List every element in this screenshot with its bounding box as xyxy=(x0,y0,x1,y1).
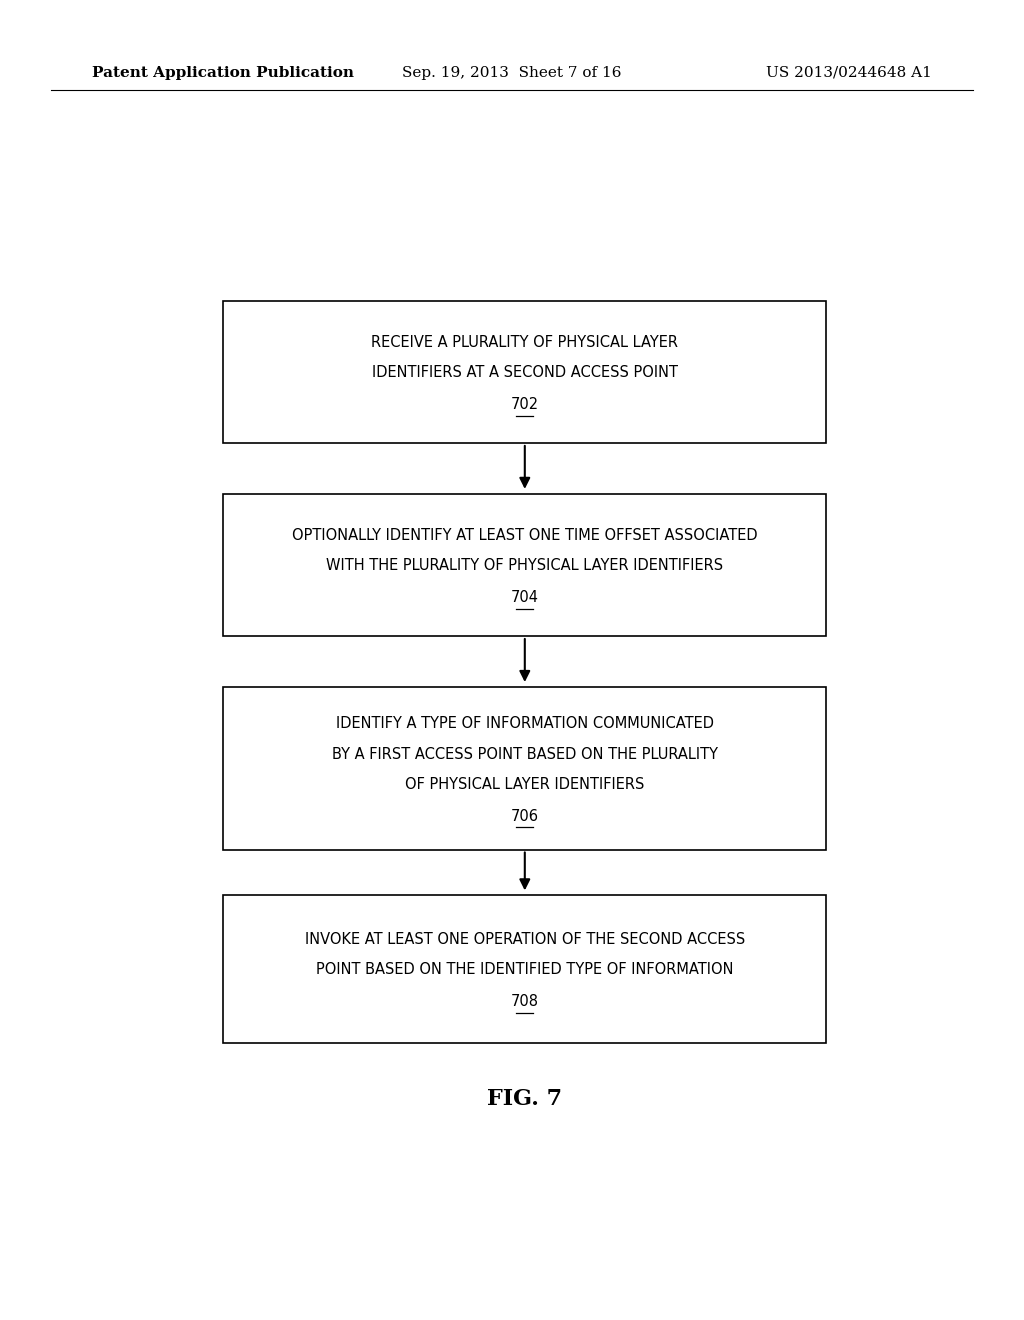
Bar xyxy=(223,494,826,636)
Text: OF PHYSICAL LAYER IDENTIFIERS: OF PHYSICAL LAYER IDENTIFIERS xyxy=(406,777,644,792)
Text: OPTIONALLY IDENTIFY AT LEAST ONE TIME OFFSET ASSOCIATED: OPTIONALLY IDENTIFY AT LEAST ONE TIME OF… xyxy=(292,528,758,543)
Text: Patent Application Publication: Patent Application Publication xyxy=(92,66,354,79)
Bar xyxy=(223,895,826,1043)
Text: 704: 704 xyxy=(511,590,539,606)
Bar xyxy=(223,301,826,444)
Text: IDENTIFIERS AT A SECOND ACCESS POINT: IDENTIFIERS AT A SECOND ACCESS POINT xyxy=(372,366,678,380)
Text: 706: 706 xyxy=(511,809,539,824)
Text: BY A FIRST ACCESS POINT BASED ON THE PLURALITY: BY A FIRST ACCESS POINT BASED ON THE PLU… xyxy=(332,747,718,762)
Text: INVOKE AT LEAST ONE OPERATION OF THE SECOND ACCESS: INVOKE AT LEAST ONE OPERATION OF THE SEC… xyxy=(305,932,744,946)
Text: 708: 708 xyxy=(511,994,539,1010)
Text: Sep. 19, 2013  Sheet 7 of 16: Sep. 19, 2013 Sheet 7 of 16 xyxy=(402,66,622,79)
Text: IDENTIFY A TYPE OF INFORMATION COMMUNICATED: IDENTIFY A TYPE OF INFORMATION COMMUNICA… xyxy=(336,715,714,731)
Text: RECEIVE A PLURALITY OF PHYSICAL LAYER: RECEIVE A PLURALITY OF PHYSICAL LAYER xyxy=(372,335,678,350)
Text: WITH THE PLURALITY OF PHYSICAL LAYER IDENTIFIERS: WITH THE PLURALITY OF PHYSICAL LAYER IDE… xyxy=(327,558,723,573)
Text: US 2013/0244648 A1: US 2013/0244648 A1 xyxy=(766,66,932,79)
Bar xyxy=(223,686,826,850)
Text: FIG. 7: FIG. 7 xyxy=(487,1088,562,1110)
Text: 702: 702 xyxy=(511,397,539,412)
Text: POINT BASED ON THE IDENTIFIED TYPE OF INFORMATION: POINT BASED ON THE IDENTIFIED TYPE OF IN… xyxy=(316,962,733,978)
